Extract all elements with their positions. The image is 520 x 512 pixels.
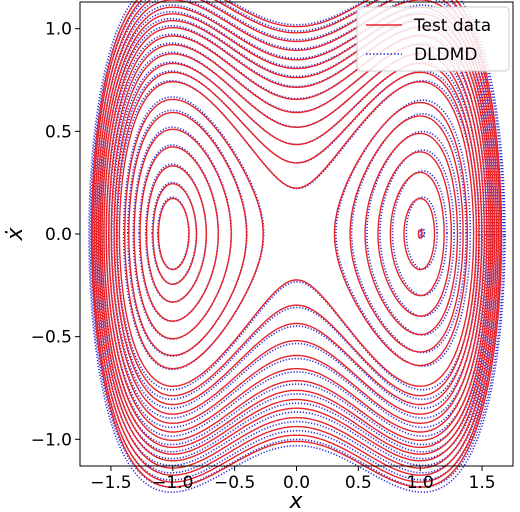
dldmd-trajectory-20 <box>100 25 494 446</box>
test-data-trajectory-9 <box>389 171 445 297</box>
test-data-trajectory-4 <box>133 128 232 340</box>
legend: Test data DLDMD <box>356 6 510 72</box>
test-data-trajectory-27 <box>90 0 503 488</box>
test-data-trajectory-24 <box>95 0 498 469</box>
dldmd-trajectory-27 <box>88 0 506 494</box>
y-tick-label: −1.0 <box>31 430 72 450</box>
dldmd-trajectory-12 <box>350 113 467 354</box>
x-tick-label: −0.5 <box>214 473 255 493</box>
x-tick-label: −1.0 <box>152 473 193 493</box>
y-axis-ticks: −1.0 −0.5 0.0 0.5 1.0 <box>31 20 80 450</box>
test-data-trajectory-3 <box>139 146 220 322</box>
test-data-trajectory-7 <box>417 229 423 239</box>
dldmd-trajectory-7 <box>420 228 426 239</box>
y-tick-label: 0.0 <box>45 225 72 245</box>
test-data-trajectory-12 <box>349 115 464 353</box>
dldmd-trajectory-10 <box>379 149 455 318</box>
dldmd-trajectory-4 <box>132 126 233 340</box>
test-data-trajectory-26 <box>92 0 501 483</box>
x-tick-label: 0.5 <box>345 473 372 493</box>
y-tick-label: 0.5 <box>45 122 72 142</box>
test-data-trajectory-16 <box>113 62 480 406</box>
test-data-trajectory-10 <box>377 151 452 317</box>
dldmd-trajectory-26 <box>89 0 505 488</box>
legend-box <box>356 6 510 72</box>
test-data-trajectory-15 <box>115 71 478 397</box>
x-axis-label: x <box>288 489 303 512</box>
legend-dldmd-label: DLDMD <box>414 45 477 65</box>
legend-test-data-label: Test data <box>413 16 491 36</box>
test-data-trajectory-5 <box>128 111 248 357</box>
x-tick-label: −1.5 <box>90 473 131 493</box>
dldmd-trajectory-8 <box>405 196 438 270</box>
x-axis-ticks: −1.5 −1.0 −0.5 0.0 0.5 1.0 1.5 <box>90 466 496 493</box>
y-axis-label: ẋ <box>3 227 28 242</box>
test-data-trajectory-8 <box>403 197 436 271</box>
x-tick-label: 0.0 <box>283 473 310 493</box>
test-data-trajectory-6 <box>123 98 264 370</box>
test-data-trajectory-25 <box>94 0 499 476</box>
test-data-trajectory-0 <box>157 197 190 271</box>
x-tick-label: 1.5 <box>469 473 496 493</box>
test-data-trajectory-14 <box>118 80 475 388</box>
dldmd-trajectory-22 <box>97 11 497 460</box>
dldmd-trajectory-24 <box>93 0 501 474</box>
dldmd-trajectory-11 <box>366 130 462 336</box>
y-tick-label: 1.0 <box>45 20 72 40</box>
test-data-trajectory-13 <box>333 101 468 367</box>
x-tick-label: 1.0 <box>407 473 434 493</box>
test-data-trajectory-1 <box>152 183 198 285</box>
test-data-trajectory-11 <box>364 132 459 336</box>
y-tick-label: −0.5 <box>31 328 72 348</box>
dldmd-trajectory-5 <box>127 109 248 357</box>
test-data-trajectory-2 <box>145 165 208 303</box>
